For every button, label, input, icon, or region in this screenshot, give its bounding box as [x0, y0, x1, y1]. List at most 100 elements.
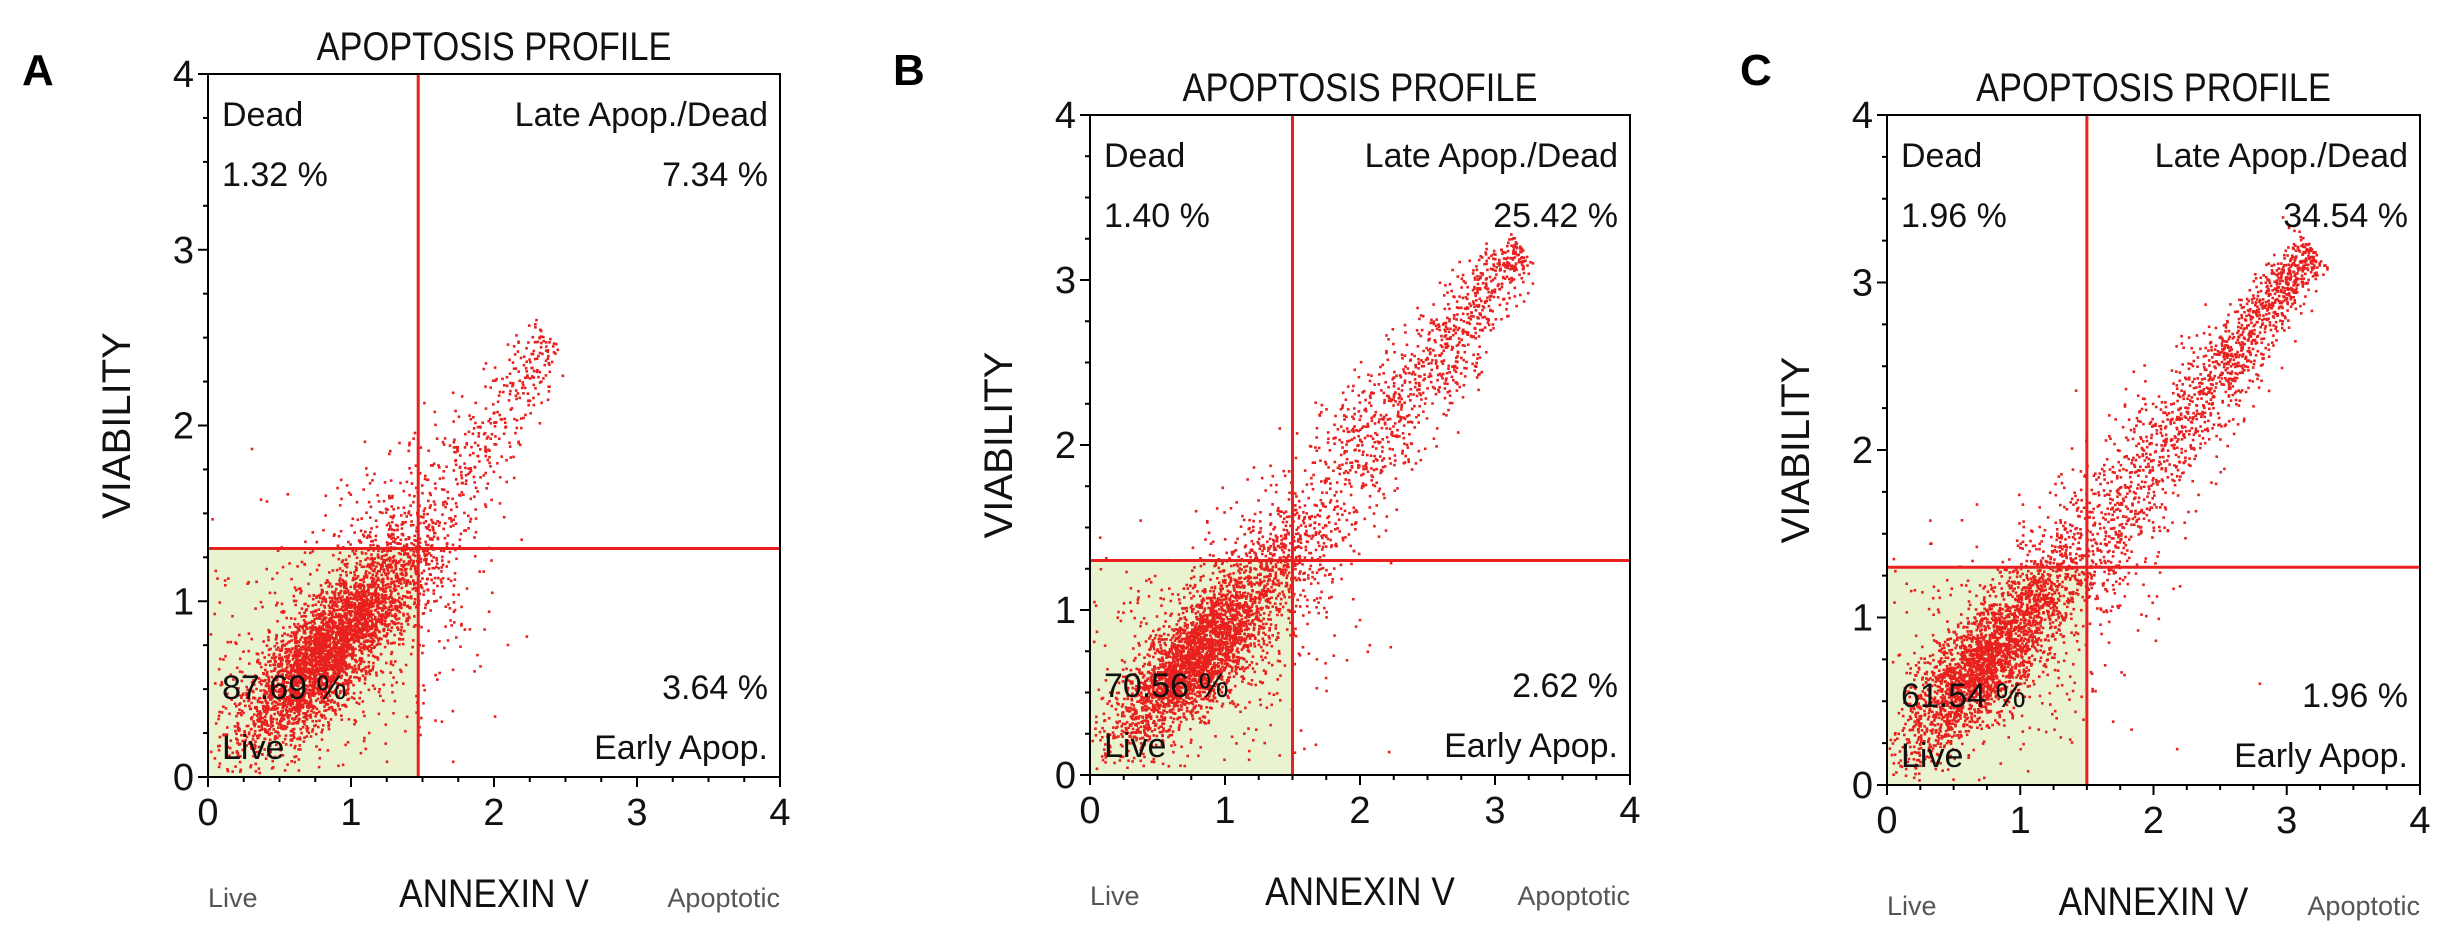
data-point [388, 606, 391, 609]
data-point [339, 567, 342, 570]
data-point [343, 658, 346, 661]
data-point [354, 654, 357, 657]
data-point [435, 557, 438, 560]
data-point [310, 611, 313, 614]
data-point [426, 588, 429, 591]
data-point [401, 527, 404, 530]
data-point [394, 600, 397, 603]
data-point [495, 378, 498, 381]
data-point [393, 529, 396, 532]
data-point [351, 656, 354, 659]
data-point [350, 644, 353, 647]
data-point [372, 604, 375, 607]
data-point [290, 760, 293, 763]
data-point [542, 377, 545, 380]
data-point [353, 607, 356, 610]
data-point [493, 411, 496, 414]
data-point [372, 544, 375, 547]
data-point [261, 722, 264, 725]
data-point [287, 493, 290, 496]
data-point [291, 728, 294, 731]
data-point [375, 671, 378, 674]
data-point [267, 636, 270, 639]
data-point [250, 707, 253, 710]
data-point [490, 559, 493, 562]
data-point [400, 514, 403, 517]
data-point [535, 319, 538, 322]
data-point [421, 484, 424, 487]
data-point [284, 651, 287, 654]
data-point [251, 716, 254, 719]
data-point [398, 610, 401, 613]
data-point [459, 645, 462, 648]
data-point [449, 607, 452, 610]
data-point [380, 581, 383, 584]
data-point [286, 763, 289, 766]
data-point [379, 587, 382, 590]
data-point [332, 569, 335, 572]
data-point [336, 569, 339, 572]
data-point [422, 645, 425, 648]
data-point [372, 594, 375, 597]
data-point [320, 584, 323, 587]
data-point [491, 592, 494, 595]
data-point [473, 670, 476, 673]
data-point [1278, 650, 1281, 653]
data-point [373, 645, 376, 648]
data-point [354, 665, 357, 668]
data-point [509, 445, 512, 448]
data-point [260, 601, 263, 604]
data-point [254, 607, 257, 610]
data-point [408, 615, 411, 618]
data-point [398, 578, 401, 581]
data-point [488, 449, 491, 452]
data-point [283, 644, 286, 647]
data-point [522, 384, 525, 387]
data-point [218, 711, 221, 714]
data-point [295, 634, 298, 637]
data-point [423, 689, 426, 692]
data-point [434, 719, 437, 722]
data-point [389, 536, 392, 539]
data-point [368, 661, 371, 664]
data-point [405, 664, 408, 667]
data-point [360, 530, 363, 533]
data-point [323, 596, 326, 599]
data-point [520, 417, 523, 420]
data-point [456, 506, 459, 509]
data-point [370, 596, 373, 599]
data-point [228, 713, 231, 716]
data-point [303, 563, 306, 566]
data-point [385, 662, 388, 665]
data-point [259, 662, 262, 665]
data-point [440, 570, 443, 573]
early-quadrant-value: 3.64 % [662, 669, 768, 707]
y-tick-label: 2 [173, 406, 194, 448]
data-point [453, 469, 456, 472]
data-point [367, 590, 370, 593]
data-point [363, 581, 366, 584]
data-point [281, 603, 284, 606]
data-point [335, 643, 338, 646]
data-point [276, 642, 279, 645]
data-point [404, 730, 407, 733]
data-point [247, 581, 250, 584]
data-point [366, 624, 369, 627]
data-point [1164, 620, 1167, 623]
data-point [423, 590, 426, 593]
data-point [406, 716, 409, 719]
data-point [367, 612, 370, 615]
data-point [515, 395, 518, 398]
data-point [1325, 677, 1328, 680]
data-point [320, 714, 323, 717]
data-point [375, 674, 378, 677]
data-point [399, 638, 402, 641]
data-point [514, 353, 517, 356]
data-point [321, 728, 324, 731]
data-point [286, 658, 289, 661]
data-point [344, 564, 347, 567]
data-point [281, 656, 284, 659]
data-point [324, 514, 327, 517]
data-point [414, 567, 417, 570]
data-point [344, 617, 347, 620]
